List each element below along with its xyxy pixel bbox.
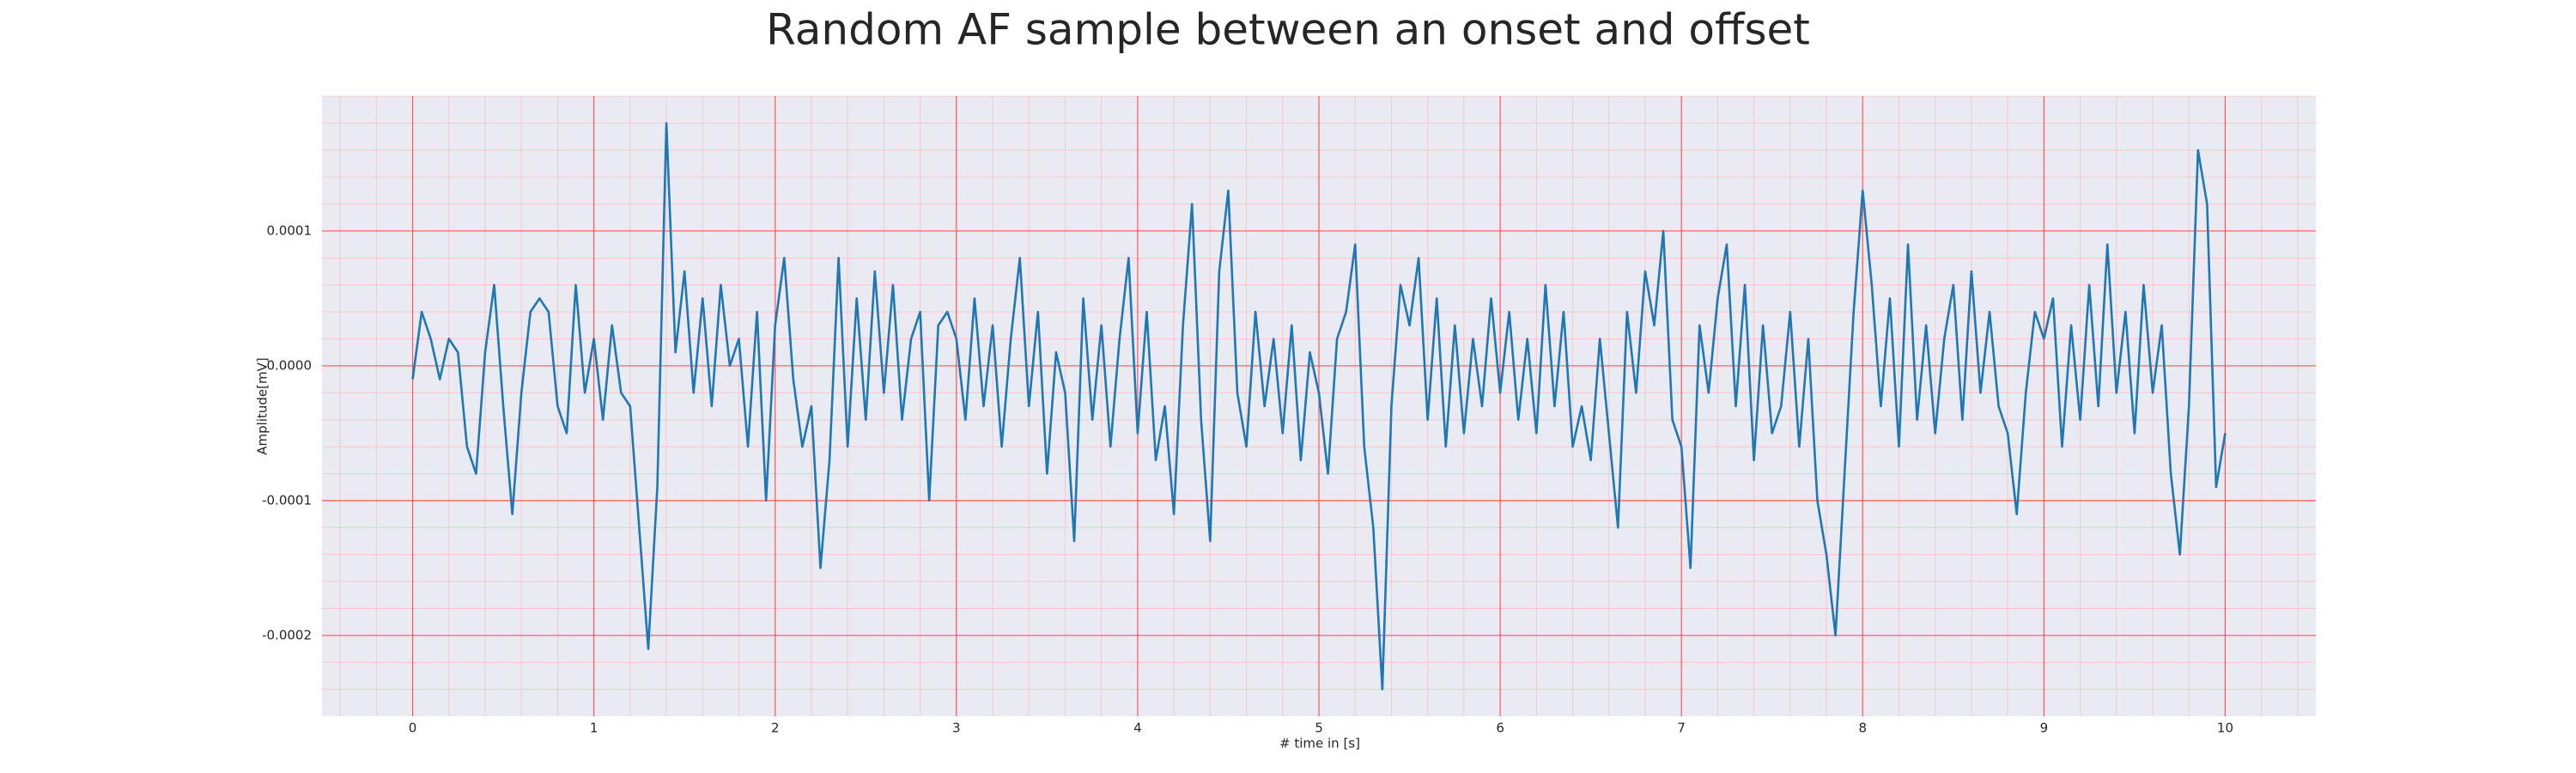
x-tick-label: 1 [590,721,598,736]
x-tick-label: 0 [409,721,417,736]
x-axis-label: # time in [s] [1279,736,1360,752]
y-tick-label: 0.0001 [267,222,313,238]
x-tick-label: 8 [1858,721,1867,736]
y-tick-label: -0.0001 [262,492,312,508]
chart-title: Random AF sample between an onset and of… [766,5,1810,55]
x-tick-label: 2 [771,721,780,736]
x-tick-label: 6 [1496,721,1504,736]
x-tick-label: 10 [2217,721,2233,736]
y-tick-label: -0.0002 [262,627,312,642]
x-tick-label: 3 [952,721,961,736]
y-axis-label: Amplitude[mV] [255,357,270,454]
x-tick-label: 7 [1677,721,1686,736]
x-tick-label: 9 [2040,721,2049,736]
y-tick-label: 0.0000 [267,357,313,373]
x-tick-label: 4 [1133,721,1142,736]
x-tick-label: 5 [1315,721,1323,736]
signal-line [411,122,2227,691]
